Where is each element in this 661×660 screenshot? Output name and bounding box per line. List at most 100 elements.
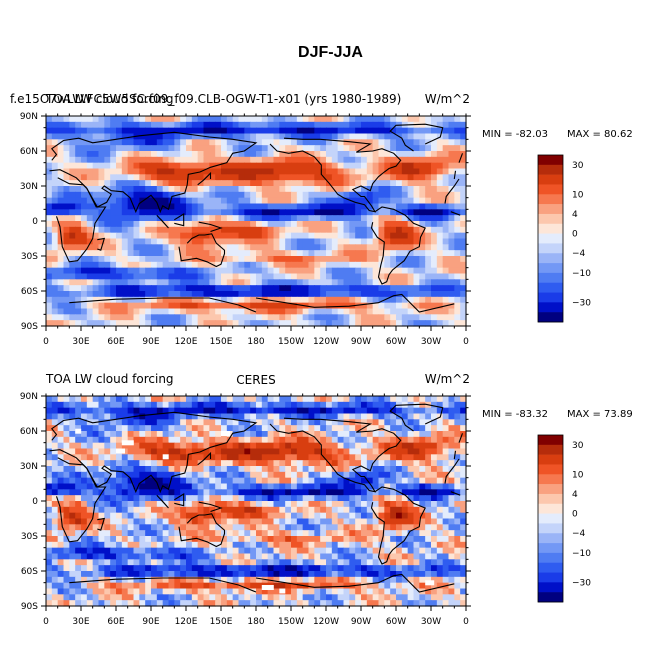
field-cell	[145, 553, 152, 560]
field-cell	[413, 489, 420, 496]
field-cell	[238, 431, 245, 438]
field-cell	[279, 460, 286, 467]
field-cell	[279, 203, 286, 210]
field-cell	[75, 425, 82, 432]
field-cell	[436, 483, 444, 490]
field-cell	[81, 238, 88, 245]
field-cell	[168, 396, 175, 403]
field-cell	[384, 501, 391, 508]
field-cell	[116, 296, 123, 304]
field-cell	[425, 145, 432, 152]
field-cell	[261, 226, 269, 234]
x-tick-label: 120W	[313, 337, 339, 347]
field-cell	[448, 296, 455, 304]
field-cell	[121, 302, 129, 310]
field-cell	[133, 261, 140, 269]
field-cell	[46, 168, 53, 175]
field-cell	[197, 530, 205, 537]
field-cell	[81, 232, 88, 240]
field-cell	[244, 139, 251, 146]
field-cell	[413, 156, 420, 164]
field-cell	[361, 151, 368, 158]
field-cell	[431, 291, 438, 298]
field-cell	[238, 244, 245, 251]
field-cell	[407, 506, 415, 514]
field-cell	[320, 203, 327, 210]
field-cell	[232, 116, 240, 123]
field-cell	[378, 285, 385, 292]
field-cell	[320, 232, 327, 240]
field-cell	[419, 524, 426, 531]
field-cell	[86, 431, 94, 438]
field-cell	[460, 151, 467, 158]
field-cell	[162, 524, 170, 531]
field-cell	[121, 448, 129, 455]
field-cell	[460, 215, 467, 222]
field-cell	[431, 512, 438, 520]
field-cell	[250, 396, 257, 403]
field-cell	[273, 156, 280, 164]
field-cell	[320, 127, 327, 135]
field-cell	[127, 121, 135, 129]
field-cell	[343, 197, 350, 205]
field-cell	[226, 116, 234, 123]
field-cell	[285, 139, 292, 146]
field-cell	[244, 203, 251, 210]
field-cell	[273, 226, 280, 234]
field-cell	[401, 320, 409, 327]
field-cell	[454, 133, 461, 140]
field-cell	[174, 396, 181, 403]
field-cell	[133, 127, 140, 135]
field-cell	[46, 553, 53, 560]
field-cell	[250, 197, 257, 205]
field-cell	[326, 244, 333, 251]
field-cell	[46, 471, 53, 479]
field-cell	[320, 133, 327, 140]
field-cell	[361, 495, 368, 502]
field-cell	[121, 571, 129, 578]
field-cell	[46, 407, 53, 415]
field-cell	[390, 285, 397, 292]
field-cell	[291, 279, 298, 286]
field-cell	[244, 232, 251, 240]
coastline	[49, 131, 258, 214]
field-cell	[442, 466, 450, 473]
field-cell	[250, 413, 257, 420]
field-cell	[209, 221, 216, 228]
field-cell	[436, 320, 444, 327]
field-cell	[250, 168, 257, 175]
field-cell	[267, 226, 275, 234]
field-cell	[285, 221, 292, 228]
field-cell	[355, 127, 362, 135]
field-cell	[46, 133, 53, 140]
field-cell	[92, 145, 100, 152]
field-cell	[145, 320, 152, 327]
field-cell	[162, 320, 170, 327]
field-cell	[156, 226, 164, 234]
field-cell	[92, 471, 100, 479]
field-cell	[116, 489, 123, 496]
field-cell	[238, 139, 245, 146]
field-cell	[413, 209, 420, 216]
field-cell	[279, 501, 286, 508]
field-cell	[226, 448, 234, 455]
field-cell	[139, 553, 146, 560]
field-cell	[349, 256, 356, 263]
field-cell	[191, 226, 199, 234]
field-cell	[151, 267, 158, 275]
field-cell	[197, 524, 205, 531]
field-cell	[232, 186, 240, 193]
field-cell	[314, 250, 321, 257]
field-cell	[419, 127, 426, 135]
field-cell	[250, 145, 257, 152]
field-cell	[337, 308, 345, 315]
field-cell	[302, 244, 310, 251]
field-cell	[285, 244, 292, 251]
field-cell	[384, 512, 391, 520]
field-cell	[349, 442, 356, 450]
field-cell	[279, 273, 286, 280]
field-cell	[337, 261, 345, 269]
field-cell	[355, 448, 362, 455]
field-cell	[250, 466, 257, 473]
field-cell	[267, 460, 275, 467]
